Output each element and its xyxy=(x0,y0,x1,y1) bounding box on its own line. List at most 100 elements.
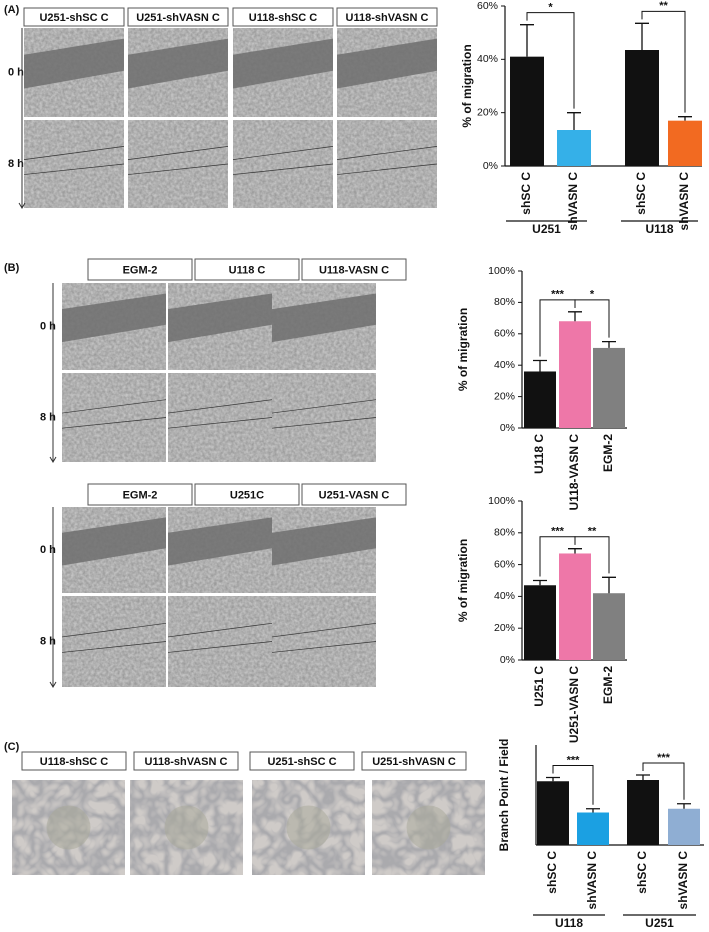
header-box xyxy=(336,7,438,27)
wound-gap xyxy=(62,293,166,343)
y-tick-label: 20% xyxy=(494,622,515,634)
wound-gap xyxy=(272,293,376,343)
micrograph-texture xyxy=(168,373,272,462)
column-header: U251-shVASN C xyxy=(136,12,220,24)
column-header: U118-shVASN C xyxy=(145,756,228,768)
error-bar xyxy=(533,359,547,372)
micrograph-texture xyxy=(62,596,166,687)
wound-edge xyxy=(167,399,273,414)
y-tick-label: 80% xyxy=(494,296,515,308)
wound-edge xyxy=(167,641,273,653)
micrograph-spot xyxy=(46,805,91,850)
time-arrowhead xyxy=(49,456,57,463)
wound-edge xyxy=(127,146,229,160)
x-tick-label: shSC C xyxy=(545,851,559,894)
header-box xyxy=(127,7,229,27)
wound-edge xyxy=(271,399,377,414)
x-tick-label: shVASN C xyxy=(676,851,690,910)
micrograph-texture xyxy=(128,120,228,208)
x-tick-label: U251 C xyxy=(532,666,546,707)
error-bar xyxy=(602,576,616,594)
column-header: U118 C xyxy=(229,264,266,276)
time-arrowhead xyxy=(18,202,26,209)
significance-label: * xyxy=(548,2,553,14)
y-tick-label: 60% xyxy=(494,558,515,570)
header-box xyxy=(301,483,407,506)
micrograph-spot xyxy=(286,805,331,850)
x-tick-label: U251-VASN C xyxy=(567,666,581,743)
bar xyxy=(510,56,544,166)
row-label: 8 h xyxy=(40,411,56,423)
significance-label: ** xyxy=(588,526,597,538)
micrograph-texture xyxy=(62,373,166,462)
column-header: U118-shVASN C xyxy=(346,12,429,24)
panel-letter: (B) xyxy=(4,262,20,274)
bar xyxy=(593,593,625,660)
column-header: U251-VASN C xyxy=(319,489,390,501)
panel-letter: (C) xyxy=(4,741,20,753)
bar xyxy=(668,120,702,166)
micrograph-texture xyxy=(337,120,437,208)
error-bar xyxy=(635,22,649,50)
wound-gap xyxy=(128,38,228,89)
wound-gap xyxy=(24,38,124,89)
wound-edge xyxy=(232,146,334,160)
header-box xyxy=(87,483,193,506)
header-box xyxy=(21,751,127,771)
y-tick-label: 0% xyxy=(483,160,498,172)
wound-edge xyxy=(271,622,377,638)
column-header: U251-shVASN C xyxy=(372,756,456,768)
y-tick-label: 20% xyxy=(477,106,498,118)
x-tick-label: shSC C xyxy=(634,172,648,215)
row-label: 8 h xyxy=(40,635,56,647)
bar xyxy=(559,321,591,428)
significance-label: ** xyxy=(659,0,668,12)
error-bar xyxy=(567,112,581,130)
y-axis-label: % of migration xyxy=(456,539,470,622)
significance-label: *** xyxy=(567,754,581,766)
header-box xyxy=(194,483,300,506)
y-tick-label: 100% xyxy=(488,265,515,277)
x-tick-label: shSC C xyxy=(519,172,533,215)
micrograph-spot xyxy=(164,805,209,850)
bar xyxy=(524,371,556,428)
significance-label: *** xyxy=(657,752,671,764)
wound-edge xyxy=(167,622,273,638)
y-tick-label: 60% xyxy=(477,0,498,12)
x-tick-label: U118 C xyxy=(532,434,546,474)
error-bar xyxy=(602,341,616,348)
time-arrowhead xyxy=(49,681,57,688)
group-label: U118 xyxy=(645,222,673,236)
error-bar xyxy=(636,774,650,780)
wound-gap xyxy=(168,293,272,343)
header-box xyxy=(249,751,355,771)
wound-edge xyxy=(23,163,125,175)
y-tick-label: 40% xyxy=(494,359,515,371)
wound-gap xyxy=(272,517,376,566)
error-bar xyxy=(546,776,560,782)
wound-edge xyxy=(61,417,167,429)
group-label: U251 xyxy=(645,916,674,930)
row-label: 0 h xyxy=(8,66,24,78)
wound-edge xyxy=(232,163,334,175)
column-header: U251-shSC C xyxy=(267,756,336,768)
wound-edge xyxy=(61,622,167,638)
bar xyxy=(593,347,625,428)
significance-bracket xyxy=(574,536,610,574)
y-axis-label: % of migration xyxy=(456,308,470,391)
significance-label: *** xyxy=(551,289,565,301)
wound-edge xyxy=(61,641,167,653)
significance-label: * xyxy=(590,289,595,301)
column-header: EGM-2 xyxy=(123,489,158,501)
bar xyxy=(627,780,659,845)
wound-gap xyxy=(337,38,437,89)
micrograph-texture xyxy=(233,120,333,208)
y-tick-label: 40% xyxy=(494,590,515,602)
group-label: U251 xyxy=(532,222,561,236)
group-label: U118 xyxy=(555,916,583,930)
header-box xyxy=(361,751,467,771)
bar xyxy=(524,585,556,660)
y-tick-label: 20% xyxy=(494,390,515,402)
significance-bracket xyxy=(641,10,686,113)
